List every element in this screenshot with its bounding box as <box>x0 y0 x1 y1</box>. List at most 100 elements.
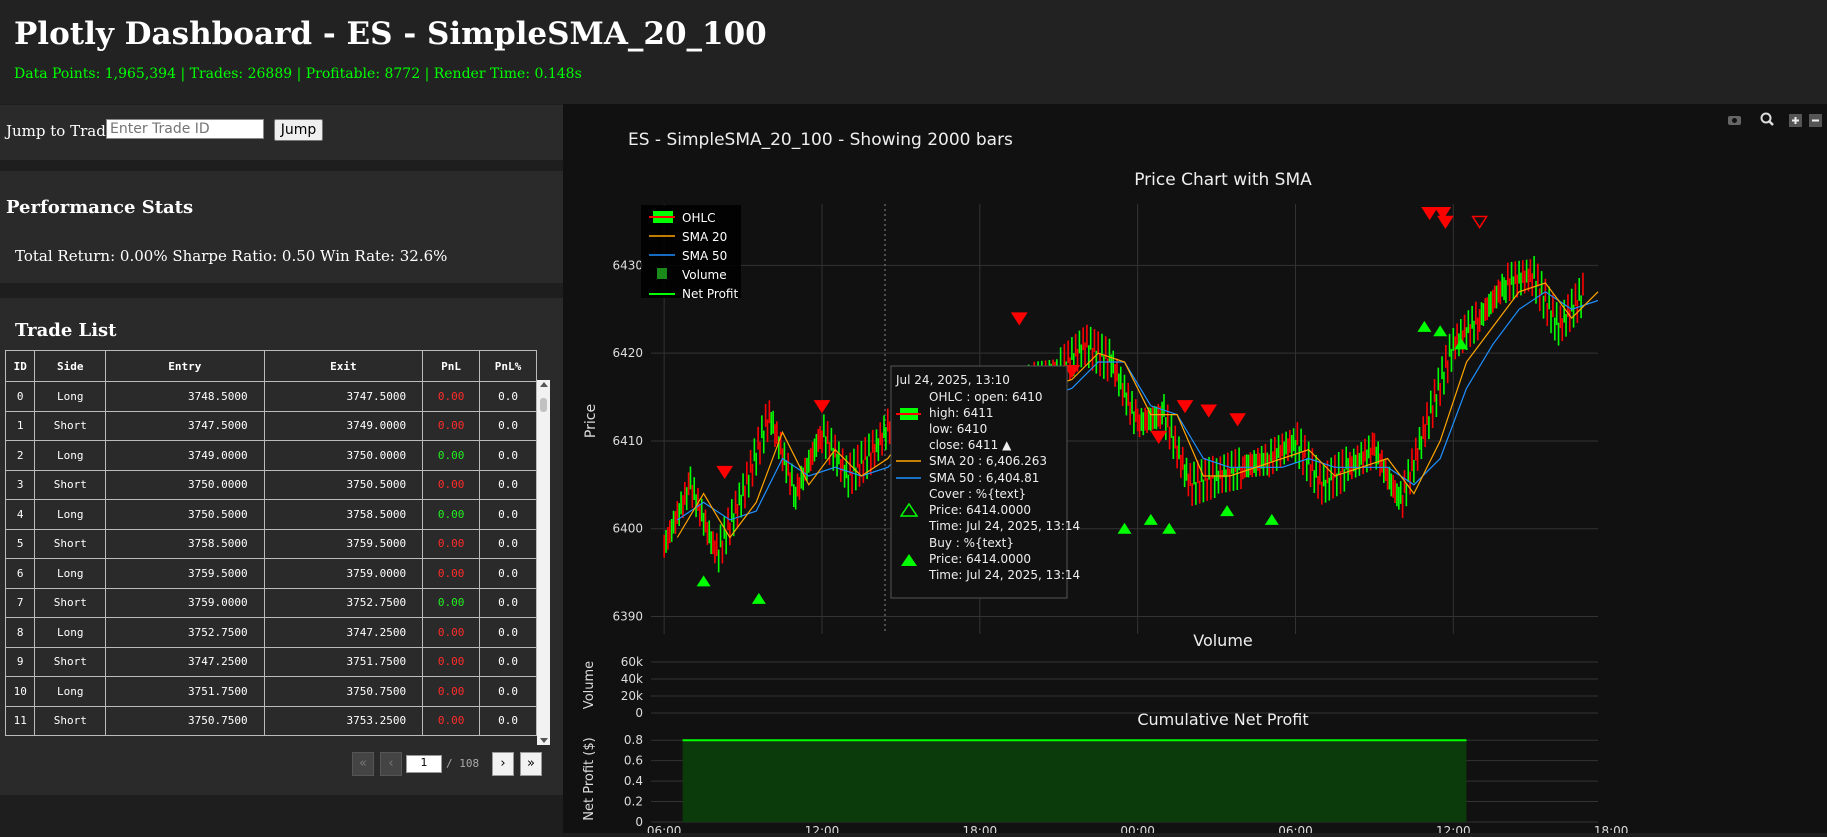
scroll-down-icon[interactable] <box>540 738 548 743</box>
x-tick-label: 18:00 <box>1594 824 1629 833</box>
sell-marker[interactable] <box>1229 413 1246 427</box>
page-number-input[interactable]: 1 <box>406 755 442 773</box>
table-row[interactable]: 3 Short 3750.0000 3750.5000 0.00 0.0 <box>4 469 537 500</box>
tooltip-cover-price: Price: 6414.0000 <box>929 503 1031 517</box>
jump-button[interactable]: Jump <box>274 119 323 141</box>
sell-marker[interactable] <box>813 400 831 414</box>
last-page-button[interactable]: » <box>520 752 542 776</box>
x-tick-label: 18:00 <box>963 824 998 833</box>
cell-pnl-pct: 0.0 <box>479 440 537 471</box>
net-profit-area[interactable] <box>682 740 1467 822</box>
table-row[interactable]: 10 Long 3751.7500 3750.7500 0.00 0.0 <box>4 676 537 707</box>
table-row[interactable]: 2 Long 3749.0000 3750.0000 0.00 0.0 <box>4 440 537 471</box>
tooltip-buy-label: Buy : %{text} <box>929 536 1014 550</box>
buy-marker[interactable] <box>1143 513 1158 525</box>
table-row[interactable]: 0 Long 3748.5000 3747.5000 0.00 0.0 <box>4 381 537 412</box>
sma-50-line[interactable] <box>676 291 1599 521</box>
cell-exit: 3759.0000 <box>263 558 424 589</box>
table-row[interactable]: 9 Short 3747.2500 3751.7500 0.00 0.0 <box>4 646 537 677</box>
column-header-side[interactable]: Side <box>34 350 107 382</box>
cell-exit: 3752.7500 <box>263 587 424 618</box>
table-row[interactable]: 6 Long 3759.5000 3759.0000 0.00 0.0 <box>4 558 537 589</box>
legend-item-sma-20[interactable]: SMA 20 <box>649 230 727 244</box>
buy-marker[interactable] <box>1433 325 1448 337</box>
sell-marker[interactable] <box>1471 215 1488 229</box>
cell-pnl-pct: 0.0 <box>479 617 537 648</box>
buy-marker[interactable] <box>1162 522 1177 534</box>
table-row[interactable]: 4 Long 3750.5000 3758.5000 0.00 0.0 <box>4 499 537 530</box>
cell-pnl-pct: 0.0 <box>479 705 537 736</box>
cell-side: Short <box>34 410 107 441</box>
header: Plotly Dashboard - ES - SimpleSMA_20_100… <box>0 0 1827 104</box>
table-row[interactable]: 8 Long 3752.7500 3747.2500 0.00 0.0 <box>4 617 537 648</box>
cell-side: Long <box>34 381 107 412</box>
plotly-chart[interactable]: ES - SimpleSMA_20_100 - Showing 2000 bar… <box>563 104 1827 837</box>
price-y-tick-label: 6420 <box>612 346 643 360</box>
cell-pnl-pct: 0.0 <box>479 587 537 618</box>
zoom-in-icon[interactable] <box>1789 114 1802 127</box>
trade-id-input[interactable] <box>106 119 264 139</box>
sell-marker[interactable] <box>716 465 734 480</box>
tooltip-buy-time: Time: Jul 24, 2025, 13:14 <box>928 568 1080 582</box>
volume-y-tick-label: 20k <box>621 689 643 703</box>
price-y-tick-label: 6430 <box>612 258 643 272</box>
legend-item-ohlc[interactable]: OHLC <box>649 211 716 225</box>
sell-marker[interactable] <box>1437 215 1454 229</box>
column-header-pnl-pct[interactable]: PnL% <box>479 350 537 382</box>
cell-id: 8 <box>4 617 36 648</box>
cell-id: 3 <box>4 469 36 500</box>
buy-marker[interactable] <box>751 592 766 604</box>
column-header-exit[interactable]: Exit <box>263 350 424 382</box>
table-row[interactable]: 1 Short 3747.5000 3749.0000 0.00 0.0 <box>4 410 537 441</box>
prev-page-button[interactable]: ‹ <box>380 752 402 776</box>
legend-item-sma-50[interactable]: SMA 50 <box>649 249 727 263</box>
cell-pnl: 0.00 <box>422 499 481 530</box>
table-row[interactable]: 7 Short 3759.0000 3752.7500 0.00 0.0 <box>4 587 537 618</box>
next-page-button[interactable]: › <box>492 752 514 776</box>
cell-exit: 3747.5000 <box>263 381 424 412</box>
first-page-button[interactable]: « <box>352 752 374 776</box>
scrollbar-thumb[interactable] <box>540 398 547 412</box>
column-header-pnl[interactable]: PnL <box>422 350 481 382</box>
profit-axis-label: Net Profit ($) <box>582 737 597 820</box>
trade-markers[interactable] <box>696 207 1488 604</box>
sell-marker[interactable] <box>1150 430 1168 444</box>
legend-item-net-profit[interactable]: Net Profit <box>649 287 738 301</box>
trade-list-heading: Trade List <box>15 320 117 341</box>
sell-marker[interactable] <box>1421 207 1439 221</box>
sell-marker[interactable] <box>1200 404 1218 418</box>
cell-entry: 3759.5000 <box>105 558 265 589</box>
cell-entry: 3751.7500 <box>105 676 265 707</box>
sell-marker[interactable] <box>1434 207 1452 221</box>
table-row[interactable]: 5 Short 3758.5000 3759.5000 0.00 0.0 <box>4 528 537 559</box>
buy-marker[interactable] <box>1417 320 1432 332</box>
camera-icon[interactable] <box>1728 116 1741 125</box>
cell-entry: 3758.5000 <box>105 528 265 559</box>
profit-y-tick-label: 0.2 <box>624 795 643 809</box>
zoom-out-icon[interactable] <box>1809 114 1822 127</box>
sell-marker[interactable] <box>1176 400 1194 414</box>
buy-marker[interactable] <box>1117 522 1132 534</box>
sma-20-line[interactable] <box>676 282 1599 539</box>
tooltip-ohlc-high: high: 6411 <box>929 406 994 420</box>
column-header-id[interactable]: ID <box>4 350 36 382</box>
scroll-up-icon[interactable] <box>540 382 548 387</box>
buy-marker[interactable] <box>1264 513 1279 525</box>
sell-marker[interactable] <box>1063 364 1081 379</box>
column-header-entry[interactable]: Entry <box>105 350 265 382</box>
buy-marker[interactable] <box>696 575 711 587</box>
table-scrollbar[interactable] <box>537 380 550 745</box>
sell-marker[interactable] <box>1010 312 1028 326</box>
table-row[interactable]: 11 Short 3750.7500 3753.2500 0.00 0.0 <box>4 705 537 736</box>
tooltip-sma-20: SMA 20 : 6,406.263 <box>929 454 1047 468</box>
profit-y-tick-label: 0.4 <box>624 774 643 788</box>
volume-panel-title: Volume <box>1193 631 1253 650</box>
profit-panel-title: Cumulative Net Profit <box>1137 710 1308 729</box>
legend-item-volume[interactable]: Volume <box>657 268 727 282</box>
buy-marker[interactable] <box>1454 338 1469 350</box>
zoom-icon[interactable] <box>1760 112 1774 126</box>
cell-pnl-pct: 0.0 <box>479 646 537 677</box>
cell-pnl-pct: 0.0 <box>479 558 537 589</box>
buy-marker[interactable] <box>1220 505 1235 517</box>
chart-area: ES - SimpleSMA_20_100 - Showing 2000 bar… <box>563 104 1827 837</box>
